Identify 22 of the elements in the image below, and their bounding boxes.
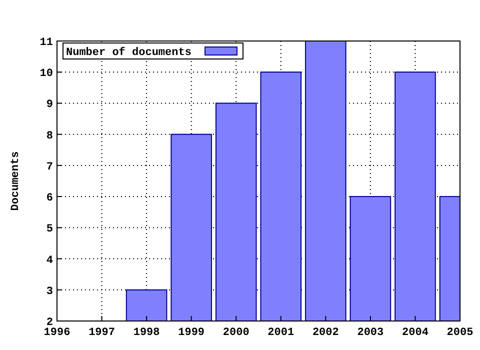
x-tick-label: 1997 (88, 327, 115, 339)
x-tick-label: 2000 (222, 327, 250, 339)
y-tick-label: 6 (46, 192, 53, 205)
y-axis-title: Documents (10, 151, 22, 211)
y-tick-label: 9 (46, 99, 53, 112)
y-tick-label: 2 (46, 317, 53, 329)
x-tick-label: 2004 (402, 327, 429, 339)
x-tick-label: 1998 (133, 327, 160, 339)
x-tick-label: 2001 (268, 327, 294, 339)
x-tick-label: 2003 (357, 327, 384, 339)
x-tick-label: 1996 (44, 327, 70, 339)
x-tick-label: 2005 (446, 327, 474, 339)
legend-label: Number of documents (66, 46, 192, 59)
y-tick-label: 11 (40, 37, 54, 49)
y-tick-label: 10 (40, 68, 53, 80)
y-tick-label: 8 (46, 130, 54, 142)
y-tick-label: 5 (46, 224, 54, 236)
y-tick-label: 7 (46, 161, 53, 174)
x-tick-label: 1999 (178, 327, 205, 339)
y-tick-label: 4 (46, 254, 54, 267)
x-tick-label: 2002 (312, 327, 339, 339)
y-tick-label: 3 (46, 286, 54, 298)
